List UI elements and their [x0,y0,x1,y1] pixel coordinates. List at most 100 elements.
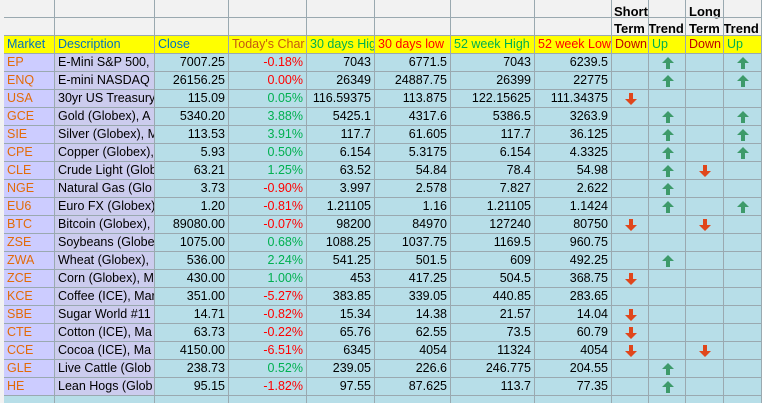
market-code: EP [4,54,55,72]
trend-down-arrow [624,273,637,285]
trend-cell [686,180,724,198]
value-cell: 541.25 [307,252,375,270]
market-code: USA [4,90,55,108]
trend-up-arrow [661,201,674,213]
value-cell: 7007.25 [155,54,229,72]
value-cell: 1.1424 [535,198,612,216]
value-cell: 3.91% [229,126,307,144]
value-cell: 492.25 [535,252,612,270]
value-cell: 54.98 [535,162,612,180]
trend-cell [612,54,649,72]
market-code: SBE [4,306,55,324]
value-cell: 1088.25 [307,234,375,252]
trend-cell [724,252,762,270]
trend-up-arrow [661,147,674,159]
trend-cell [649,108,686,126]
trend-cell [649,288,686,306]
market-code: GLE [4,360,55,378]
trend-cell [724,108,762,126]
empty-cell [155,396,229,403]
trend-up-arrow [661,57,674,69]
value-cell: 11324 [451,342,535,360]
trend-cell [612,198,649,216]
trend-down-arrow [624,309,637,321]
value-cell: 536.00 [155,252,229,270]
trend-cell [649,342,686,360]
empty-cell [4,0,55,18]
trend-cell [724,324,762,342]
trend-cell [649,198,686,216]
trend-up-arrow [661,363,674,375]
value-cell: 226.6 [375,360,451,378]
value-cell: 440.85 [451,288,535,306]
trend-cell [724,378,762,396]
value-cell: 15.34 [307,306,375,324]
value-cell: 63.73 [155,324,229,342]
value-cell: -0.07% [229,216,307,234]
value-cell: 1.00% [229,270,307,288]
empty-cell [649,0,686,18]
value-cell: 417.25 [375,270,451,288]
value-cell: 3.88% [229,108,307,126]
value-cell: 63.21 [155,162,229,180]
market-code: CLE [4,162,55,180]
value-cell: 1.20 [155,198,229,216]
value-cell: 1.16 [375,198,451,216]
column-header: Up [724,36,762,54]
value-cell: 1.21105 [307,198,375,216]
value-cell: 238.73 [155,360,229,378]
value-cell: 1169.5 [451,234,535,252]
market-code: ZCE [4,270,55,288]
value-cell: 84970 [375,216,451,234]
trend-cell [649,216,686,234]
value-cell: 115.09 [155,90,229,108]
trend-cell [724,234,762,252]
value-cell: 501.5 [375,252,451,270]
empty-cell [307,18,375,36]
value-cell: 26399 [451,72,535,90]
trend-cell [649,162,686,180]
trend-cell [612,270,649,288]
trend-down-arrow [699,345,711,357]
value-cell: 5.3175 [375,144,451,162]
trend-down-arrow [624,219,637,231]
value-cell: -5.27% [229,288,307,306]
trend-cell [724,270,762,288]
value-cell: 65.76 [307,324,375,342]
trend-up-arrow [661,381,674,393]
empty-cell [55,0,155,18]
trend-cell [724,198,762,216]
trend-cell [612,144,649,162]
value-cell: 78.4 [451,162,535,180]
value-cell: 122.15625 [451,90,535,108]
value-cell: 368.75 [535,270,612,288]
trend-cell [686,252,724,270]
value-cell: 4.3325 [535,144,612,162]
trend-up-arrow [737,57,749,69]
trend-cell [724,54,762,72]
market-code: CPE [4,144,55,162]
value-cell: 2.24% [229,252,307,270]
trend-up-arrow [661,111,674,123]
value-cell: 609 [451,252,535,270]
empty-cell [4,396,55,403]
value-cell: -0.22% [229,324,307,342]
value-cell: 3263.9 [535,108,612,126]
trend-down-arrow [624,93,637,105]
trend-cell [686,90,724,108]
trend-cell [612,360,649,378]
description: Crude Light (Glob [55,162,155,180]
empty-cell [612,396,649,403]
value-cell: 111.34375 [535,90,612,108]
description: Coffee (ICE), Mar [55,288,155,306]
description: Sugar World #11 [55,306,155,324]
market-code: ZSE [4,234,55,252]
market-code: HE [4,378,55,396]
value-cell: 4054 [535,342,612,360]
trend-cell [724,90,762,108]
value-cell: 63.52 [307,162,375,180]
trend-cell [612,90,649,108]
value-cell: 5425.1 [307,108,375,126]
description: E-Mini S&P 500, [55,54,155,72]
